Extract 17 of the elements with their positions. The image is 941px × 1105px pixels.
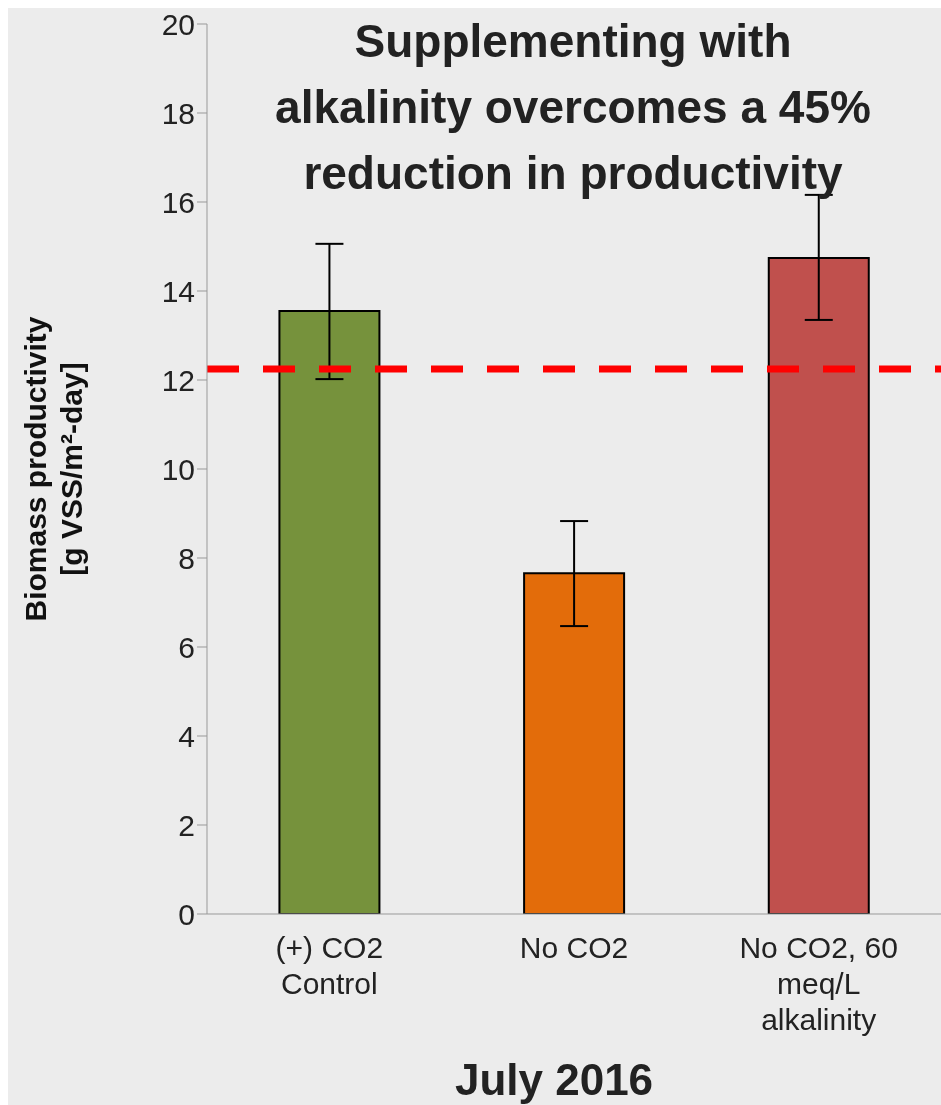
text: Supplementing with alkalinity overcomes a 45% reduction in productivity xyxy=(274,14,872,201)
y-tick-label: 6 xyxy=(178,630,195,664)
y-tick-label: 2 xyxy=(178,808,195,842)
y-tick-label: 10 xyxy=(161,452,195,486)
y-tick-label: 16 xyxy=(161,185,195,219)
y-tick-label: 14 xyxy=(161,274,195,308)
x-tick-label: No CO2 xyxy=(519,931,629,964)
y-tick-label: 8 xyxy=(178,541,195,575)
y-tick-label: 4 xyxy=(178,719,195,753)
y-tick-label: 0 xyxy=(178,897,195,931)
y-tick-label: 20 xyxy=(161,7,195,41)
y-axis-title: Biomass productivity [g VSS/m²-day] xyxy=(19,316,88,622)
x-axis-title: July 2016 xyxy=(454,1055,654,1104)
y-tick-label: 18 xyxy=(161,96,195,130)
x-tick-label: No CO2, 60 meq/L alkalinity xyxy=(739,931,898,1036)
y-tick-label: 12 xyxy=(161,363,195,397)
x-tick-label: (+) CO2 Control xyxy=(275,931,384,1000)
